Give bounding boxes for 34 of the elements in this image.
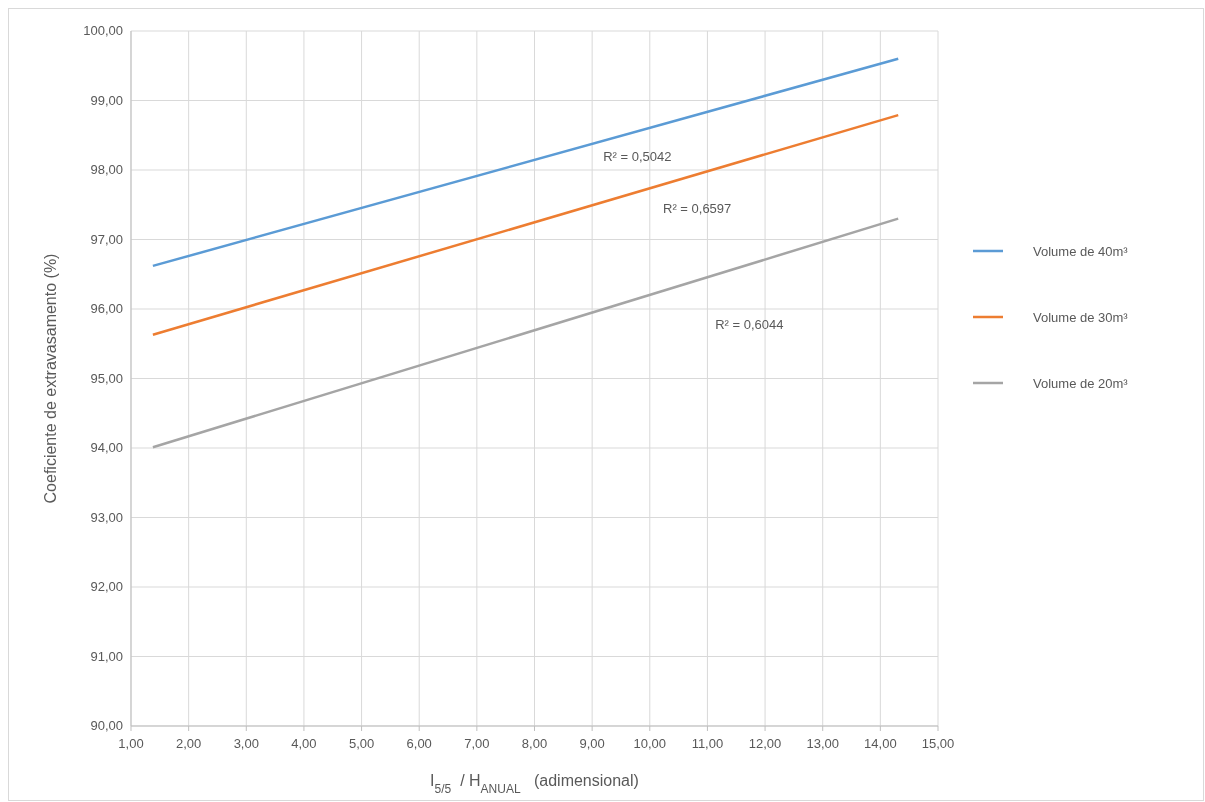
annotation: R² = 0,6597 [663, 201, 732, 217]
y-tick-label: 95,00 [90, 370, 123, 386]
legend-label: Volume de 20m³ [1033, 376, 1129, 391]
y-tick-label: 91,00 [90, 648, 123, 664]
x-tick-label: 3,00 [233, 736, 259, 751]
legend-label: Volume de 30m³ [1033, 310, 1129, 325]
x-tick-label: 10,00 [633, 736, 667, 751]
y-tick-label: 97,00 [90, 231, 123, 247]
x-tick-label: 14,00 [864, 736, 897, 751]
y-axis-title: Coeficiente de extravasamento (%) [42, 253, 59, 504]
y-tick-label: 96,00 [90, 301, 123, 316]
x-tick-label: 11,00 [691, 736, 724, 751]
y-tick-label: 99,00 [90, 92, 123, 108]
y-tick-label: 93,00 [90, 509, 123, 525]
x-tick-label: 4,00 [291, 736, 317, 751]
x-tick-label: 5,00 [348, 736, 375, 751]
x-tick-label: 12,00 [748, 736, 782, 751]
y-tick-label: 90,00 [90, 718, 123, 733]
y-tick-label: 92,00 [90, 579, 123, 594]
x-tick-label: 13,00 [806, 736, 839, 751]
x-tick-label: 6,00 [406, 736, 432, 751]
x-tick-label: 1,00 [118, 736, 144, 751]
y-tick-label: 98,00 [90, 162, 123, 177]
annotation: R² = 0,6044 [715, 316, 784, 332]
x-tick-label: 8,00 [521, 736, 548, 751]
x-tick-label: 7,00 [464, 736, 490, 751]
y-tick-label: 100,00 [83, 23, 123, 38]
x-tick-label: 9,00 [579, 736, 605, 751]
legend-label: Volume de 40m³ [1033, 244, 1129, 259]
x-tick-label: 2,00 [175, 736, 202, 751]
x-axis-title: I$_{5/5}$ / H$_{ANUAL}$ (adimensional) [430, 772, 639, 796]
y-tick-label: 94,00 [90, 440, 123, 455]
annotation: R² = 0,5042 [603, 149, 672, 165]
x-tick-label: 15,00 [921, 736, 955, 751]
